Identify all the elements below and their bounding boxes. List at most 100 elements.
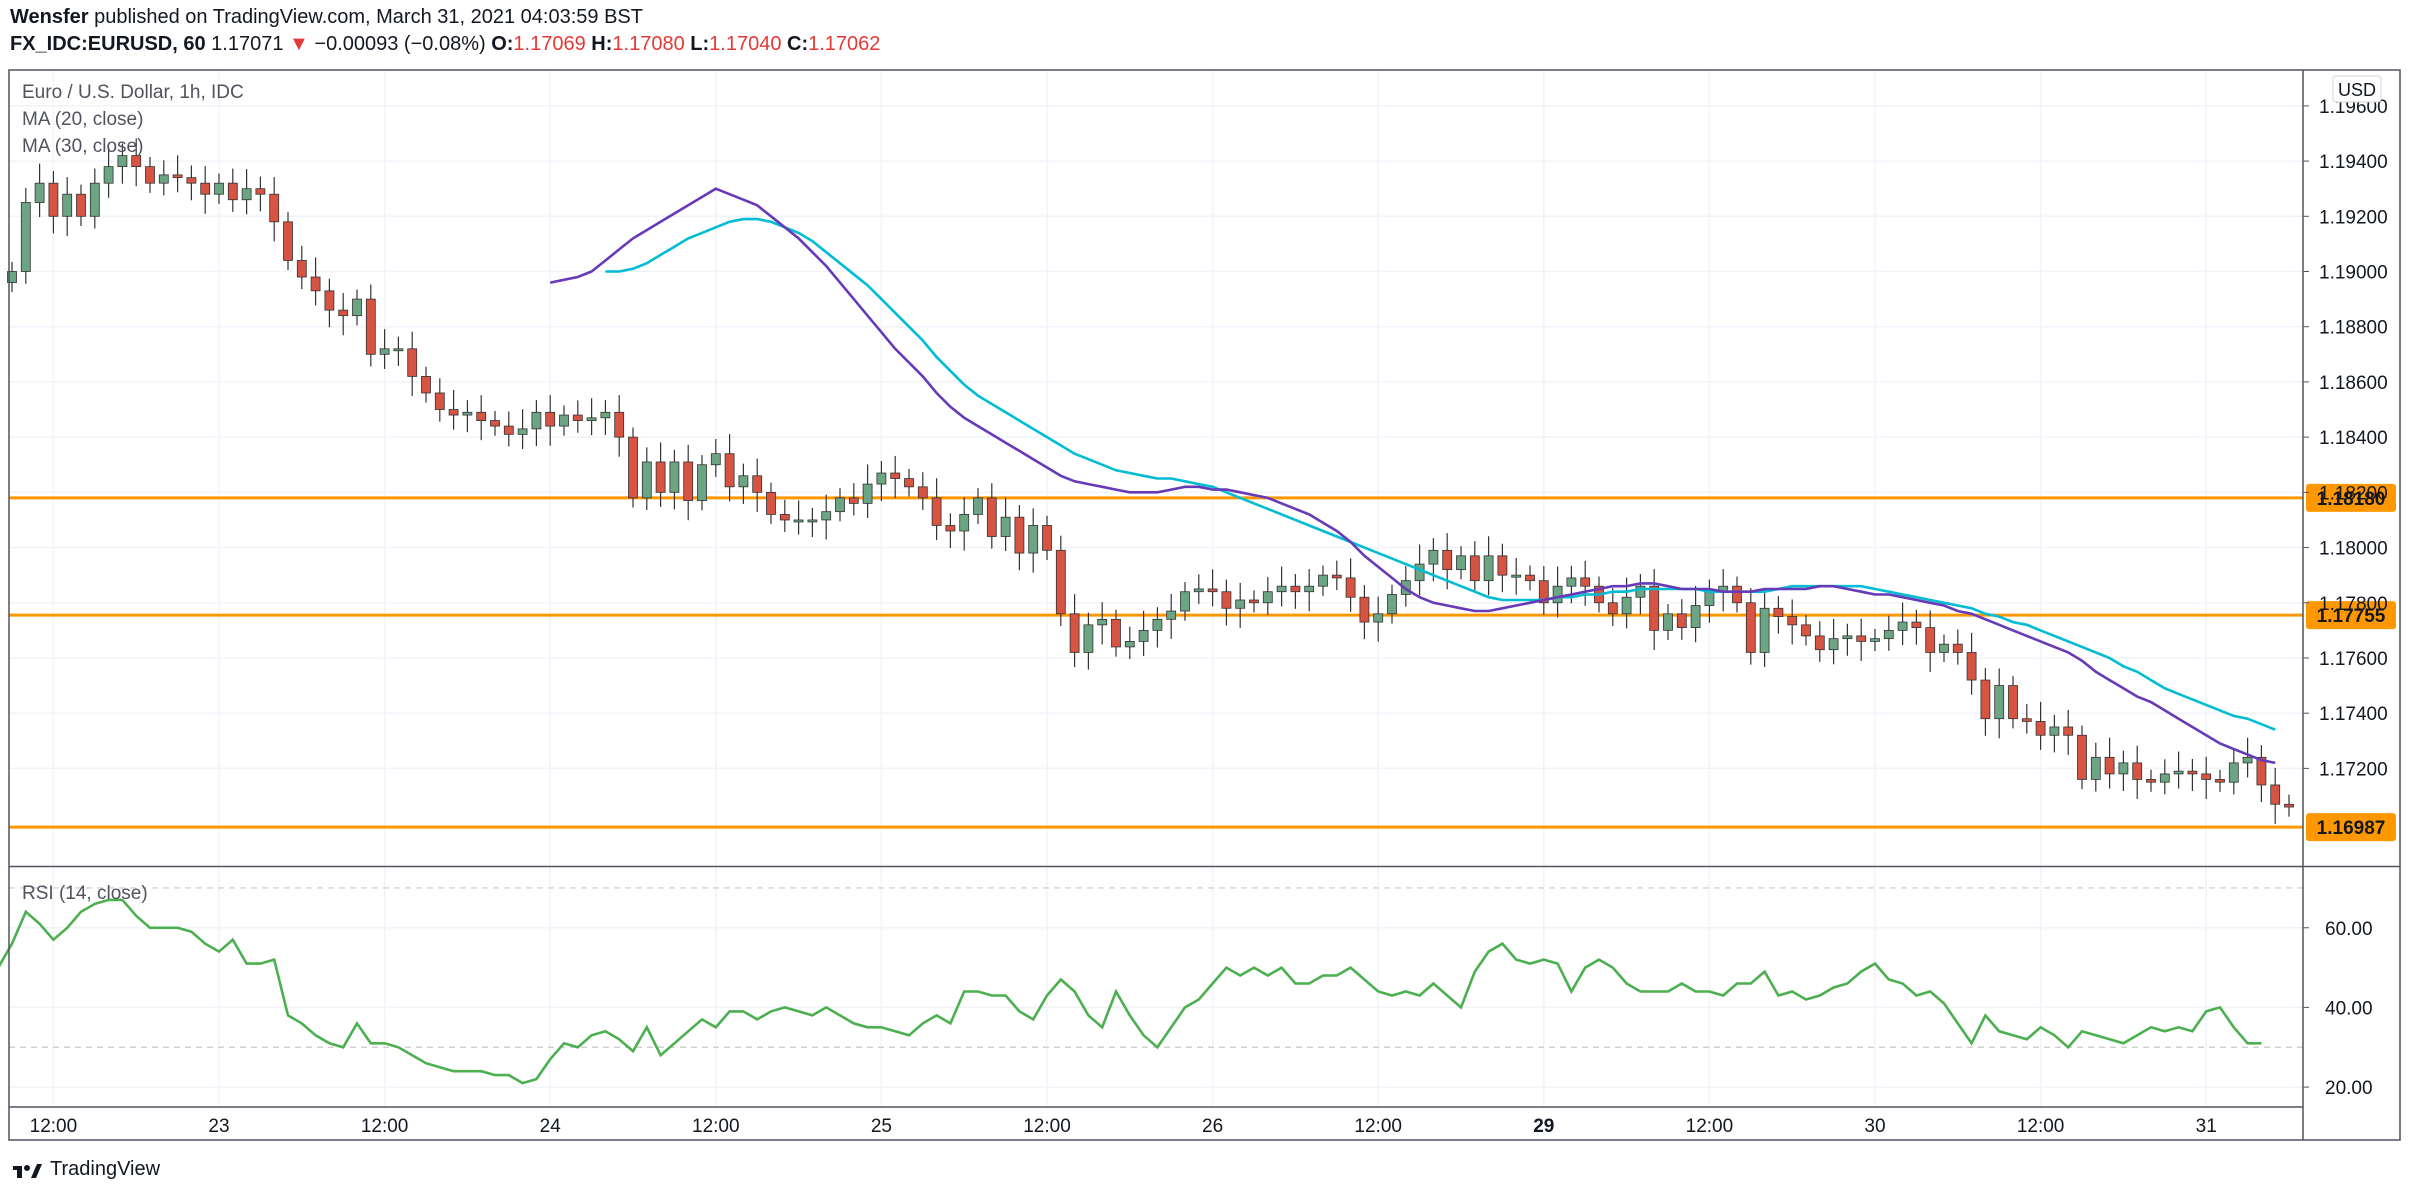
candle-up xyxy=(2049,726,2060,736)
candle-up xyxy=(531,411,542,430)
close-label: C: xyxy=(787,33,809,55)
candle-down xyxy=(2187,770,2198,775)
candle-down xyxy=(2284,803,2294,808)
level-price-label: 1.16987 xyxy=(2317,818,2386,839)
price-tick-label: 1.19000 xyxy=(2319,263,2388,284)
candle-down xyxy=(1980,679,1991,720)
candle-up xyxy=(959,514,970,532)
currency-badge[interactable] xyxy=(2332,75,2382,103)
tradingview-logo[interactable]: TradingView xyxy=(12,1158,160,1181)
candle-down xyxy=(145,166,155,184)
candle-down xyxy=(1856,635,1867,642)
level-price-tag xyxy=(2306,813,2396,842)
axes[interactable]: 1.196001.194001.192001.190001.188001.186… xyxy=(30,75,2388,1137)
instrument-legend[interactable]: Euro / U.S. Dollar, 1h, IDC xyxy=(22,82,244,103)
candle-down xyxy=(545,411,556,427)
candle-down xyxy=(1290,585,1301,593)
price-tick-label: 1.19200 xyxy=(2319,207,2388,228)
candle-down xyxy=(338,309,349,317)
candle-down xyxy=(2146,779,2156,783)
candle-down xyxy=(1952,643,1963,653)
candle-down xyxy=(255,188,266,195)
price-tick-label: 1.19400 xyxy=(2319,152,2388,173)
candle-up xyxy=(7,271,17,283)
candle-down xyxy=(1814,635,1825,651)
candle-up xyxy=(738,475,749,488)
candle-up xyxy=(1828,638,1839,651)
ma30-legend[interactable]: MA (30, close) xyxy=(22,136,144,157)
candle-up xyxy=(697,464,707,502)
candle-up xyxy=(973,497,983,515)
rsi-tick-label: 40.00 xyxy=(2325,998,2373,1019)
candle-down xyxy=(848,497,859,504)
candle-up xyxy=(835,497,845,513)
price-tick-label: 1.18200 xyxy=(2319,483,2388,504)
candle-up xyxy=(1083,624,1094,653)
candle-down xyxy=(2021,718,2032,722)
open-label: O: xyxy=(491,33,514,55)
time-tick-label: 12:00 xyxy=(692,1116,740,1137)
candle-up xyxy=(1318,574,1328,587)
candle-up xyxy=(1566,577,1577,587)
candle-up xyxy=(103,166,114,184)
candle-up xyxy=(352,298,362,317)
candle-down xyxy=(1801,624,1811,637)
candle-down xyxy=(1345,577,1356,598)
candle-down xyxy=(227,182,238,201)
candle-down xyxy=(421,376,431,394)
candle-down xyxy=(2035,721,2046,736)
candle-down xyxy=(1925,627,1936,653)
candle-up xyxy=(1276,585,1287,593)
change-down-icon: ▼ xyxy=(289,33,309,55)
candle-up xyxy=(1152,618,1163,631)
candle-up xyxy=(1235,599,1246,609)
grid xyxy=(9,70,2303,1107)
candle-up xyxy=(1842,635,1853,640)
candle-up xyxy=(2159,773,2170,783)
time-tick-label: 30 xyxy=(1864,1116,1885,1137)
candle-up xyxy=(34,182,45,203)
tradingview-logo-icon xyxy=(12,1160,42,1180)
candle-up xyxy=(2090,756,2101,780)
candle-down xyxy=(752,475,763,493)
candle-up xyxy=(1373,613,1384,623)
horizontal-levels[interactable]: 1.18180 1.17755 1.16987 xyxy=(9,483,2396,842)
candle-up xyxy=(807,519,818,523)
time-tick-label: 12:00 xyxy=(1354,1116,1402,1137)
rsi-tick-label: 20.00 xyxy=(2325,1078,2373,1099)
candle-down xyxy=(1966,652,1977,681)
candle-up xyxy=(1124,641,1135,648)
candle-up xyxy=(1387,594,1397,615)
ma20-legend[interactable]: MA (20, close) xyxy=(22,109,144,130)
candle-down xyxy=(2077,734,2087,780)
ma20-line xyxy=(549,187,2276,765)
time-tick-label: 12:00 xyxy=(2017,1116,2065,1137)
time-tick-label: 26 xyxy=(1202,1116,1223,1137)
candle-up xyxy=(1552,585,1563,604)
rsi-tick-label: 60.00 xyxy=(2325,919,2373,940)
moving-averages xyxy=(549,187,2276,765)
author-name[interactable]: Wensfer xyxy=(10,6,89,28)
time-tick-label: 12:00 xyxy=(361,1116,409,1137)
currency-label: USD xyxy=(2338,80,2376,100)
candle-up xyxy=(214,182,224,195)
low-label: L: xyxy=(690,33,710,55)
candle-up xyxy=(793,519,804,523)
candle-up xyxy=(559,414,569,427)
candle-up xyxy=(862,483,873,504)
candle-down xyxy=(1069,613,1080,653)
rsi-legend[interactable]: RSI (14, close) xyxy=(22,883,148,904)
candle-up xyxy=(89,182,100,217)
candle-down xyxy=(1676,613,1687,629)
candle-up xyxy=(1414,563,1425,582)
candle-up xyxy=(1166,610,1177,620)
candle-down xyxy=(655,461,666,493)
candle-up xyxy=(1621,596,1632,615)
candle-up xyxy=(20,202,31,272)
candle-down xyxy=(76,193,86,217)
candle-up xyxy=(158,174,169,184)
candle-up xyxy=(393,348,404,352)
candle-down xyxy=(365,298,376,355)
candle-down xyxy=(2104,756,2115,775)
